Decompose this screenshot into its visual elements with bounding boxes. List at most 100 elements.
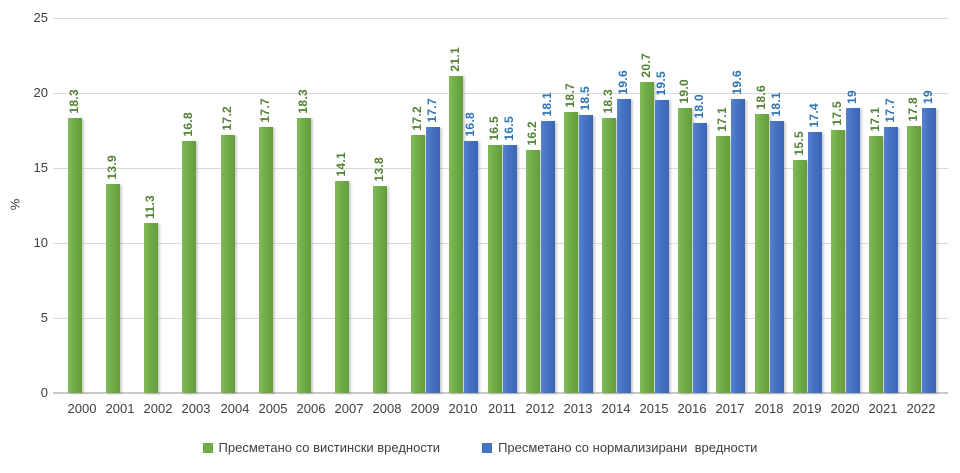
legend-item-normalized-values: Пресметано со нормализирани вредности (482, 440, 757, 455)
bar-actual-2017 (716, 136, 730, 393)
bar-normalized-2022 (922, 108, 936, 393)
bar-value-label-actual-2011: 16.5 (487, 116, 501, 141)
legend-swatch-blue-icon (482, 442, 493, 453)
bar-actual-2014 (602, 118, 616, 393)
bar-actual-2002 (144, 223, 158, 393)
bar-value-label-normalized-2020: 19 (845, 90, 859, 104)
y-axis-title: % (7, 198, 23, 211)
x-tick-label-2013: 2013 (563, 401, 593, 416)
bar-actual-2019 (793, 160, 807, 393)
x-tick-label-2008: 2008 (372, 401, 402, 416)
y-tickmark-15 (53, 168, 60, 169)
bar-value-label-actual-2012: 16.2 (525, 121, 539, 146)
y-tick-label-15: 15 (33, 160, 48, 175)
bar-value-label-normalized-2018: 18.1 (769, 92, 783, 117)
bar-value-label-normalized-2016: 18.0 (692, 94, 706, 119)
y-tickmark-25 (53, 18, 60, 19)
x-tick-label-2004: 2004 (220, 401, 250, 416)
x-tick-label-2011: 2011 (488, 401, 516, 416)
x-tick-label-2009: 2009 (410, 401, 440, 416)
bar-actual-2021 (869, 136, 883, 393)
bar-value-label-actual-2021: 17.1 (868, 107, 882, 132)
bar-normalized-2015 (655, 100, 669, 393)
bar-value-label-actual-2006: 18.3 (296, 89, 310, 114)
bar-normalized-2010 (464, 141, 478, 393)
gridline-20 (60, 93, 948, 94)
bar-value-label-actual-2019: 15.5 (792, 131, 806, 156)
x-tick-label-2020: 2020 (830, 401, 860, 416)
bar-value-label-normalized-2010: 16.8 (463, 112, 477, 137)
bar-value-label-actual-2020: 17.5 (830, 101, 844, 126)
bar-normalized-2011 (503, 145, 517, 393)
bar-normalized-2019 (808, 132, 822, 393)
bar-actual-2011 (488, 145, 502, 393)
x-tick-label-2005: 2005 (258, 401, 288, 416)
x-tick-label-2012: 2012 (525, 401, 555, 416)
bar-value-label-actual-2009: 17.2 (410, 106, 424, 131)
bar-value-label-normalized-2009: 17.7 (425, 98, 439, 123)
x-tick-label-2001: 2001 (105, 401, 135, 416)
bar-value-label-actual-2002: 11.3 (143, 195, 157, 219)
bar-normalized-2017 (731, 99, 745, 393)
x-tick-label-2015: 2015 (639, 401, 669, 416)
bar-value-label-normalized-2017: 19.6 (730, 70, 744, 95)
bar-normalized-2021 (884, 127, 898, 393)
bar-value-label-normalized-2014: 19.6 (616, 70, 630, 95)
y-tickmark-20 (53, 93, 60, 94)
bar-value-label-actual-2003: 16.8 (181, 112, 195, 137)
y-tick-label-10: 10 (33, 235, 48, 250)
x-tick-label-2003: 2003 (181, 401, 211, 416)
bar-actual-2015 (640, 82, 654, 393)
x-tick-label-2007: 2007 (334, 401, 364, 416)
bar-value-label-normalized-2015: 19.5 (654, 71, 668, 96)
bar-actual-2001 (106, 184, 120, 393)
bar-actual-2012 (526, 150, 540, 393)
bar-value-label-actual-2000: 18.3 (67, 89, 81, 114)
y-tick-label-20: 20 (33, 85, 48, 100)
bar-normalized-2014 (617, 99, 631, 393)
bar-value-label-normalized-2012: 18.1 (540, 92, 554, 117)
bar-value-label-actual-2018: 18.6 (754, 85, 768, 110)
x-tick-label-2002: 2002 (143, 401, 173, 416)
bar-value-label-normalized-2019: 17.4 (807, 103, 821, 128)
legend: Пресметано со вистински вредности Пресме… (0, 440, 960, 455)
legend-item-actual-values: Пресметано со вистински вредности (202, 440, 440, 455)
bar-actual-2000 (68, 118, 82, 393)
bar-actual-2018 (755, 114, 769, 393)
x-tick-label-2021: 2021 (868, 401, 898, 416)
x-tick-label-2016: 2016 (677, 401, 707, 416)
bar-value-label-actual-2022: 17.8 (906, 97, 920, 122)
bar-value-label-actual-2017: 17.1 (715, 107, 729, 132)
bar-value-label-normalized-2021: 17.7 (883, 98, 897, 123)
bar-actual-2006 (297, 118, 311, 393)
x-tick-label-2018: 2018 (754, 401, 784, 416)
bar-actual-2022 (907, 126, 921, 393)
bar-actual-2005 (259, 127, 273, 393)
bar-value-label-actual-2016: 19.0 (677, 79, 691, 104)
y-tick-label-25: 25 (33, 10, 48, 25)
gridline-25 (60, 18, 948, 19)
bar-value-label-actual-2014: 18.3 (601, 89, 615, 114)
bar-actual-2020 (831, 130, 845, 393)
bar-value-label-normalized-2022: 19 (921, 90, 935, 104)
x-tick-label-2000: 2000 (67, 401, 97, 416)
bar-actual-2004 (221, 135, 235, 393)
bar-value-label-actual-2010: 21.1 (448, 47, 462, 72)
bar-normalized-2009 (426, 127, 440, 393)
bar-actual-2013 (564, 112, 578, 393)
bar-value-label-actual-2005: 17.7 (258, 98, 272, 123)
bar-actual-2010 (449, 76, 463, 393)
y-tickmark-5 (53, 318, 60, 319)
bar-actual-2016 (678, 108, 692, 393)
x-tick-label-2019: 2019 (792, 401, 822, 416)
legend-swatch-green-icon (202, 442, 213, 453)
bar-normalized-2018 (770, 121, 784, 393)
y-tick-label-0: 0 (40, 385, 48, 400)
bar-value-label-actual-2015: 20.7 (639, 53, 653, 78)
bar-value-label-normalized-2011: 16.5 (502, 116, 516, 141)
bar-actual-2008 (373, 186, 387, 393)
y-tickmark-10 (53, 243, 60, 244)
bar-actual-2007 (335, 181, 349, 393)
x-tick-label-2014: 2014 (601, 401, 631, 416)
